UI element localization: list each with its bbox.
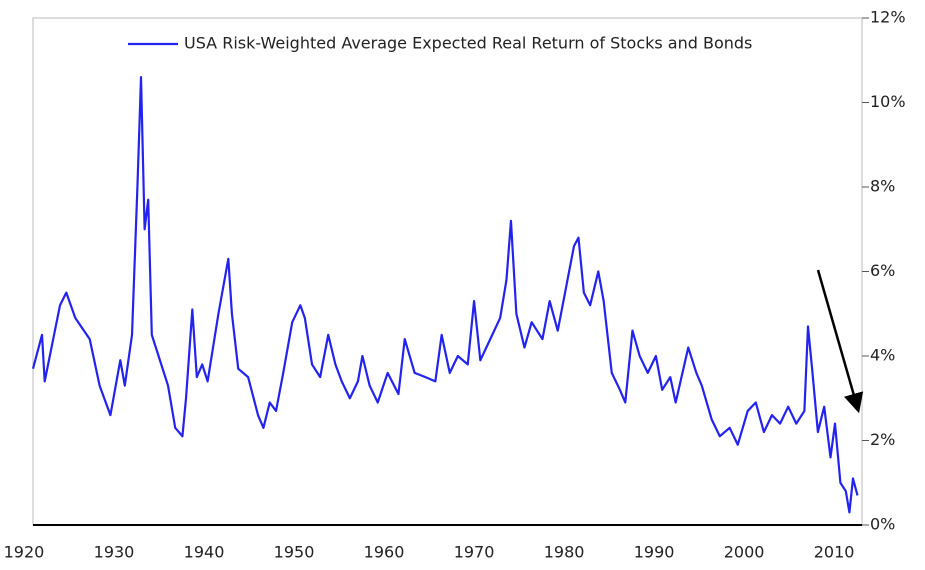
- data-line: [31, 76, 859, 514]
- x-tick-label: 1990: [634, 543, 675, 562]
- y-tick-label: 0%: [870, 515, 895, 534]
- y-tick-label: 8%: [870, 177, 895, 196]
- x-tick-label: 1930: [94, 543, 135, 562]
- x-tick-label: 2010: [814, 543, 855, 562]
- x-tick-label: 1970: [454, 543, 495, 562]
- y-tick-label: 12%: [870, 8, 906, 27]
- x-tick-label: 1940: [184, 543, 225, 562]
- x-tick-label: 2000: [724, 543, 765, 562]
- y-tick-label: 6%: [870, 261, 895, 280]
- x-tick-label: 1950: [274, 543, 315, 562]
- y-tick-label: 4%: [870, 346, 895, 365]
- x-tick-label: 1960: [364, 543, 405, 562]
- y-tick-label: 10%: [870, 92, 906, 111]
- x-tick-label: 1980: [544, 543, 585, 562]
- trend-arrow: [816, 269, 864, 414]
- x-tick-label: 1920: [4, 543, 45, 562]
- y-tick-label: 2%: [870, 430, 895, 449]
- plot-frame: [32, 17, 863, 526]
- legend-label: USA Risk-Weighted Average Expected Real …: [184, 34, 752, 53]
